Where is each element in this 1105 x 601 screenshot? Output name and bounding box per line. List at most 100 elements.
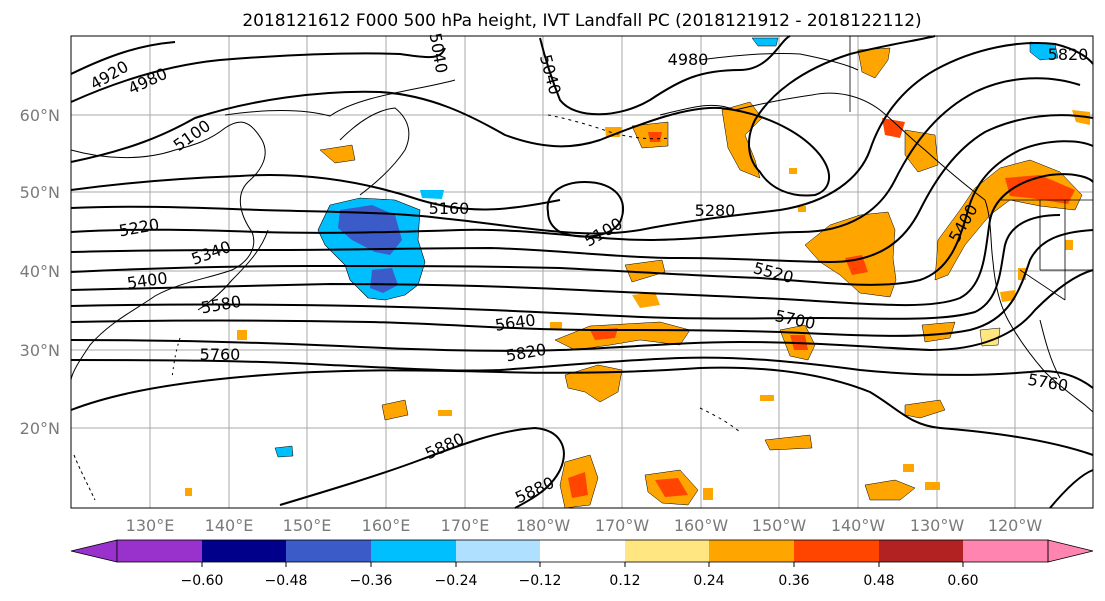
positive-ivt-region — [568, 472, 588, 498]
colorbar-segment — [456, 540, 540, 562]
lat-label: 30°N — [20, 341, 60, 360]
positive-ivt-region — [381, 399, 409, 421]
contour-label: 4980 — [668, 50, 709, 69]
colorbar-tick-label: 0.12 — [609, 573, 640, 589]
negative-ivt-patch — [274, 445, 294, 458]
positive-ivt-region — [857, 47, 891, 79]
colorbar-segment — [371, 540, 456, 562]
colorbar-segment — [963, 540, 1048, 562]
colorbar-extend-high — [1047, 539, 1094, 563]
map-title: 2018121612 F000 500 hPa height, IVT Land… — [242, 11, 921, 31]
height-contour — [70, 35, 936, 197]
colorbar-tick-label: −0.36 — [350, 573, 393, 589]
positive-ivt-region — [624, 259, 666, 283]
alaska-coastline — [659, 92, 986, 201]
lon-label: 140°E — [205, 516, 254, 535]
positive-ivt-region — [864, 479, 916, 501]
positive-ivt-region — [798, 206, 806, 212]
negative-ivt-core — [338, 205, 402, 255]
colorbar-tick-label: −0.60 — [181, 573, 224, 589]
colorbar-tick-label: −0.12 — [519, 573, 562, 589]
positive-ivt-region — [648, 132, 662, 142]
lon-label: 160°W — [674, 516, 729, 535]
height-contour — [70, 214, 1061, 320]
contour-label: 5280 — [695, 201, 736, 220]
colorbar-segment — [625, 540, 709, 562]
lon-label: 130°E — [126, 516, 175, 535]
colorbar-extend-low — [70, 539, 118, 563]
siberia-coastline — [224, 79, 456, 117]
lon-label: 180°W — [516, 516, 571, 535]
colorbar-tick-label: −0.48 — [265, 573, 308, 589]
colorbar-segment — [709, 540, 794, 562]
colorbar-segment — [117, 540, 202, 562]
positive-ivt-region — [1000, 290, 1015, 302]
height-contour — [70, 140, 1094, 286]
height-contour — [546, 180, 625, 238]
lat-label: 50°N — [20, 183, 60, 202]
lon-label: 170°E — [441, 516, 490, 535]
contour-label: 5160 — [429, 199, 470, 218]
colorbar-ticks — [201, 562, 964, 567]
izu-islands — [171, 337, 181, 379]
colorbar-segment — [794, 540, 879, 562]
lon-label: 160°E — [362, 516, 411, 535]
positive-ivt-region — [903, 464, 914, 472]
negative-ivt-patch — [751, 37, 779, 47]
lon-label: 140°W — [831, 516, 886, 535]
positive-ivt-region — [979, 327, 1001, 347]
colorbar: −0.60 −0.48 −0.36 −0.24 −0.12 0.12 0.24 … — [70, 539, 1094, 589]
colorbar-segment — [286, 540, 371, 562]
positive-ivt-region — [1065, 240, 1073, 250]
height-contour — [70, 366, 1094, 456]
positive-ivt-region — [438, 410, 452, 416]
positive-ivt-region — [882, 118, 905, 138]
colorbar-tick-label: 0.60 — [947, 573, 978, 589]
negative-ivt-patch — [420, 190, 444, 199]
positive-ivt-region — [703, 488, 713, 500]
positive-ivt-region — [904, 399, 946, 419]
positive-ivt-region — [1072, 110, 1090, 125]
height-contours — [70, 35, 1094, 509]
positive-ivt-region — [760, 395, 774, 401]
colorbar-segment — [540, 540, 625, 562]
latitude-labels: 60°N 50°N 40°N 30°N 20°N — [20, 106, 60, 438]
height-contour — [70, 356, 1094, 389]
positive-ivt-region — [804, 211, 897, 298]
state-borders — [1019, 200, 1093, 301]
lon-label: 170°W — [595, 516, 650, 535]
height-contour — [1049, 469, 1094, 509]
height-contour — [70, 173, 1094, 307]
positive-ivt-region — [925, 482, 940, 490]
colorbar-segment — [879, 540, 963, 562]
contour-label: 5820 — [1048, 45, 1089, 64]
height-contour — [70, 47, 446, 103]
northamerica-coastline — [984, 199, 1094, 413]
positive-ivt-region — [764, 434, 813, 451]
negative-ivt-core — [370, 268, 398, 293]
height-contour — [70, 229, 1094, 337]
positive-ivt-region — [319, 144, 356, 164]
coastlines — [70, 52, 1094, 501]
political-borders — [849, 36, 1093, 301]
height-contour — [70, 41, 176, 75]
height-contour — [70, 77, 1081, 242]
lat-label: 60°N — [20, 106, 60, 125]
lon-label: 120°W — [988, 516, 1043, 535]
positive-ivt-region — [921, 321, 956, 343]
kamchatka-coastline — [339, 107, 410, 196]
colorbar-frame — [116, 539, 1049, 563]
positive-ivt-region — [550, 322, 562, 330]
colorbar-tick-label: 0.36 — [778, 573, 809, 589]
lat-label: 40°N — [20, 262, 60, 281]
height-contour — [70, 42, 1094, 235]
positive-ivt-region — [564, 364, 623, 403]
contour-label: 5760 — [200, 345, 241, 364]
longitude-labels: 130°E 140°E 150°E 160°E 170°E 180°W 170°… — [126, 516, 1043, 535]
height-contour — [279, 426, 565, 509]
positive-ivt-region — [632, 292, 660, 308]
height-contour — [70, 269, 1094, 352]
lon-label: 150°W — [752, 516, 807, 535]
positive-ivt-region — [789, 168, 797, 174]
colorbar-tick-label: 0.24 — [693, 573, 724, 589]
